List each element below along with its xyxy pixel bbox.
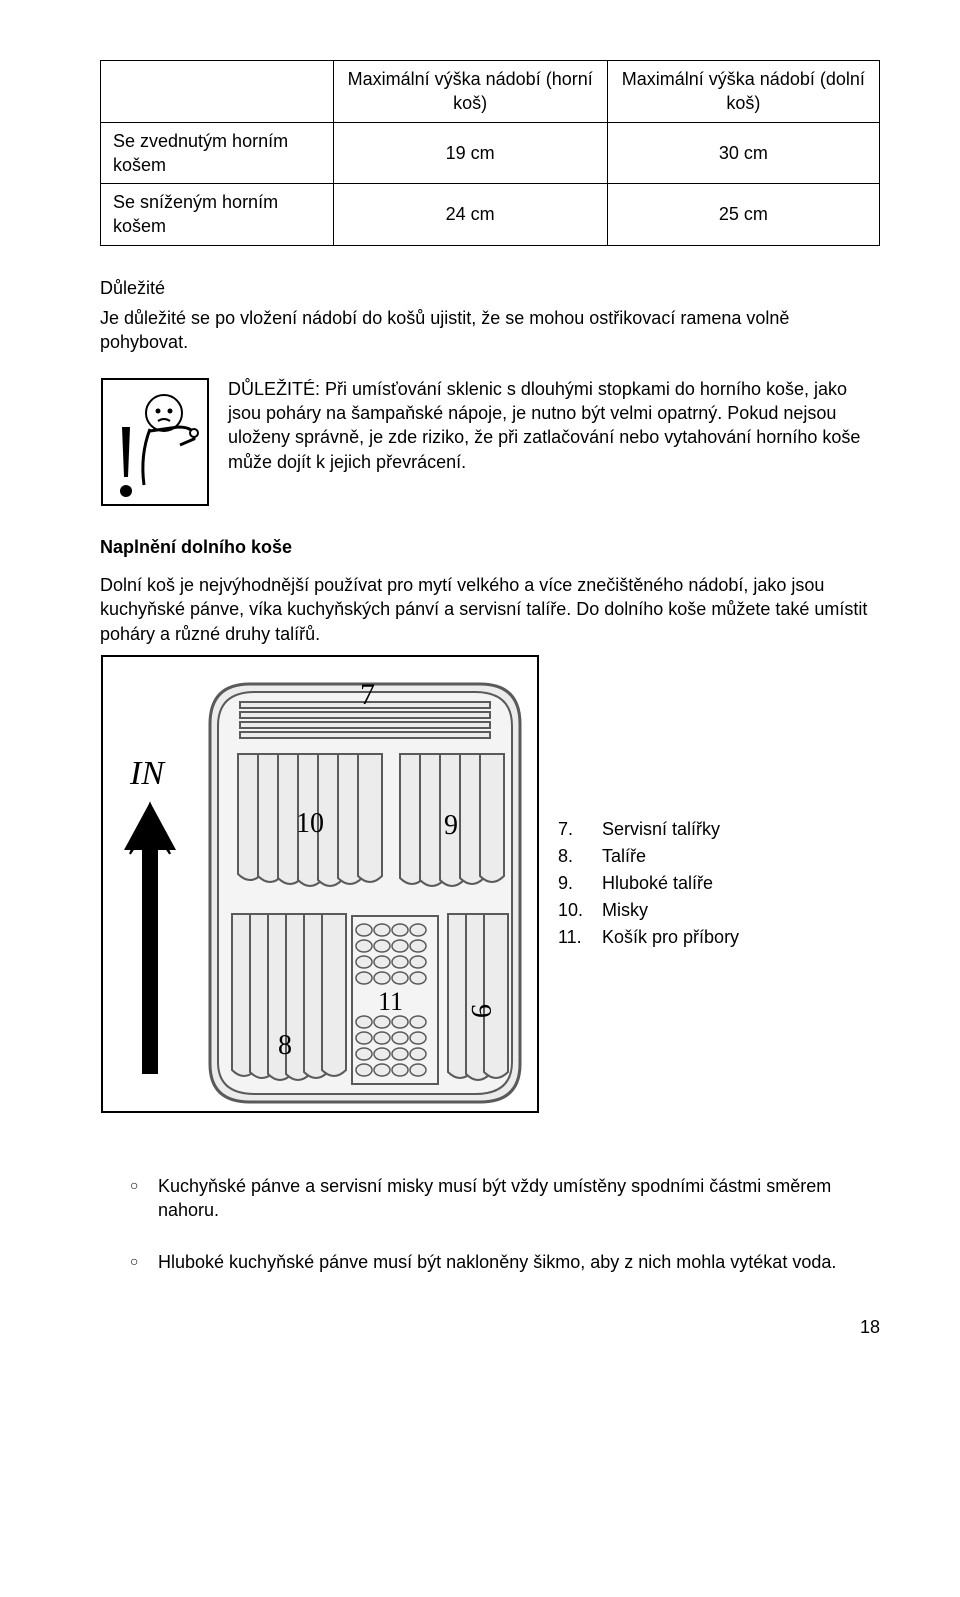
row-label: Se sníženým horním košem [101, 184, 334, 246]
page-number: 18 [100, 1315, 880, 1339]
cell-lower: 25 cm [607, 184, 879, 246]
important-text: Je důležité se po vložení nádobí do košů… [100, 306, 880, 355]
note-item: Hluboké kuchyňské pánve musí být nakloně… [130, 1250, 880, 1274]
table-row: Se zvednutým horním košem 19 cm 30 cm [101, 122, 880, 184]
svg-text:9: 9 [465, 1004, 496, 1018]
legend-item: 9.Hluboké talíře [558, 870, 739, 897]
table-header-empty [101, 61, 334, 123]
legend-item: 10.Misky [558, 897, 739, 924]
lower-basket-para: Dolní koš je nejvýhodnější používat pro … [100, 573, 880, 646]
cell-lower: 30 cm [607, 122, 879, 184]
notes-list: Kuchyňské pánve a servisní misky musí bý… [100, 1174, 880, 1275]
row-label: Se zvednutým horním košem [101, 122, 334, 184]
legend-item: 7.Servisní talířky [558, 816, 739, 843]
table-header-upper: Maximální výška nádobí (horní koš) [333, 61, 607, 123]
cell-upper: 19 cm [333, 122, 607, 184]
legend-item: 8.Talíře [558, 843, 739, 870]
table-header-lower: Maximální výška nádobí (dolní koš) [607, 61, 879, 123]
svg-text:9: 9 [444, 810, 458, 841]
table-row: Se sníženým horním košem 24 cm 25 cm [101, 184, 880, 246]
legend-item: 11.Košík pro příbory [558, 924, 739, 951]
dimensions-table: Maximální výška nádobí (horní koš) Maxim… [100, 60, 880, 246]
svg-text:8: 8 [278, 1030, 292, 1061]
in-label: IN [129, 755, 166, 792]
lower-basket-heading: Naplnění dolního koše [100, 535, 880, 559]
warning-person-icon [100, 377, 210, 507]
svg-text:10: 10 [296, 808, 324, 839]
diagram-legend: 7.Servisní talířky 8.Talíře 9.Hluboké ta… [558, 816, 739, 951]
basket-diagram: IN 7 10 [100, 654, 540, 1114]
svg-text:11: 11 [378, 987, 403, 1016]
note-item: Kuchyňské pánve a servisní misky musí bý… [130, 1174, 880, 1223]
important-title: Důležité [100, 276, 880, 300]
svg-text:7: 7 [360, 678, 375, 711]
cell-upper: 24 cm [333, 184, 607, 246]
warning-text: DŮLEŽITÉ: Při umísťování sklenic s dlouh… [228, 377, 880, 474]
